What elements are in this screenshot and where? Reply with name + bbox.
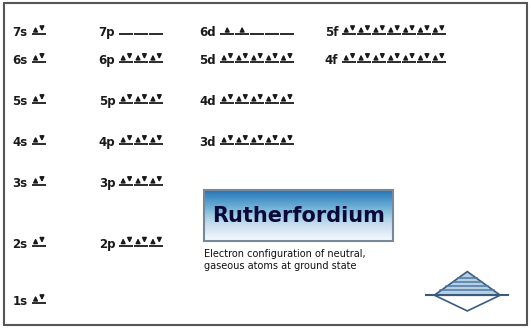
- Text: 5s: 5s: [12, 95, 28, 108]
- Text: 4f: 4f: [325, 54, 338, 67]
- Text: 2s: 2s: [13, 238, 28, 251]
- Text: 3p: 3p: [99, 177, 115, 190]
- Text: Rutherfordium: Rutherfordium: [212, 206, 385, 226]
- Text: 4s: 4s: [12, 136, 28, 149]
- Text: 6d: 6d: [200, 26, 216, 39]
- Text: 1s: 1s: [13, 295, 28, 308]
- Text: Electron configuration of neutral,
gaseous atoms at ground state: Electron configuration of neutral, gaseo…: [204, 249, 366, 271]
- Text: 3d: 3d: [200, 136, 216, 149]
- Text: 7s: 7s: [13, 26, 28, 39]
- Text: 5f: 5f: [325, 26, 338, 39]
- Text: 7p: 7p: [99, 26, 115, 39]
- Text: 2p: 2p: [99, 238, 115, 251]
- Text: 6s: 6s: [12, 54, 28, 67]
- Text: 5d: 5d: [200, 54, 216, 67]
- Text: 4d: 4d: [200, 95, 216, 108]
- Text: 3s: 3s: [13, 177, 28, 190]
- Polygon shape: [434, 272, 500, 295]
- Text: 4p: 4p: [99, 136, 115, 149]
- Text: 6p: 6p: [99, 54, 115, 67]
- Text: 5p: 5p: [99, 95, 115, 108]
